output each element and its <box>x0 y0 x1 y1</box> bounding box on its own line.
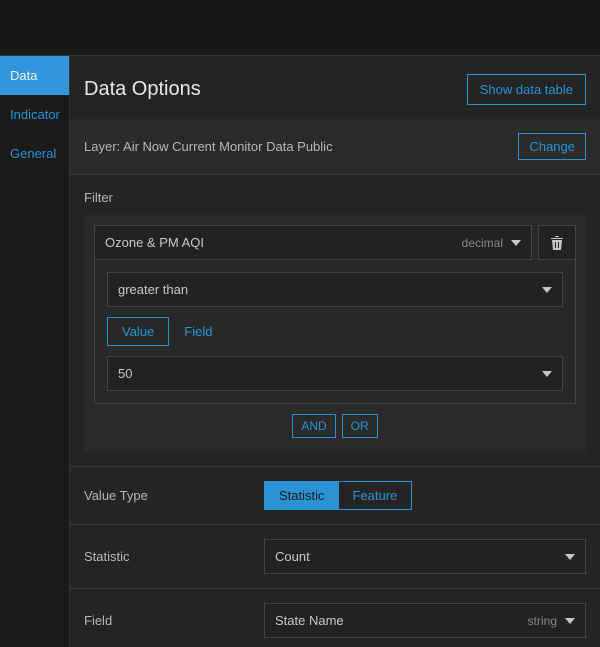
filter-value-select[interactable]: 50 <box>107 356 563 391</box>
field-select[interactable]: State Name string <box>264 603 586 638</box>
main-container: Data Indicator General Data Options Show… <box>0 56 600 647</box>
delete-filter-button[interactable] <box>538 225 576 260</box>
statistic-select[interactable]: Count <box>264 539 586 574</box>
layer-label: Layer: Air Now Current Monitor Data Publ… <box>84 139 333 154</box>
filter-container: Ozone & PM AQI decimal greater <box>84 215 586 452</box>
filter-logic-row: AND OR <box>94 404 576 442</box>
chevron-down-icon <box>565 618 575 624</box>
show-data-table-button[interactable]: Show data table <box>467 74 586 105</box>
filter-field-type: decimal <box>462 236 503 250</box>
statistic-row: Statistic Count <box>70 524 600 588</box>
sidebar-item-data[interactable]: Data <box>0 56 69 95</box>
sidebar-item-label: Indicator <box>10 107 60 122</box>
trash-icon <box>550 235 564 251</box>
sidebar-item-indicator[interactable]: Indicator <box>0 95 69 134</box>
layer-name: Air Now Current Monitor Data Public <box>123 139 333 154</box>
sidebar-item-general[interactable]: General <box>0 134 69 173</box>
layer-prefix: Layer: <box>84 139 120 154</box>
filter-body: greater than Value Field 50 <box>94 260 576 404</box>
tab-field[interactable]: Field <box>169 317 227 346</box>
chevron-down-icon <box>542 371 552 377</box>
value-type-row: Value Type Statistic Feature <box>70 466 600 524</box>
sidebar: Data Indicator General <box>0 56 70 647</box>
value-type-feature[interactable]: Feature <box>339 482 412 509</box>
field-label: Field <box>84 613 264 628</box>
value-type-toggle: Statistic Feature <box>264 481 412 510</box>
filter-section: Filter Ozone & PM AQI decimal <box>70 174 600 466</box>
change-layer-button[interactable]: Change <box>518 133 586 160</box>
chevron-down-icon <box>565 554 575 560</box>
filter-field-row: Ozone & PM AQI decimal <box>94 225 576 260</box>
page-title: Data Options <box>84 78 201 101</box>
chevron-down-icon <box>511 240 521 246</box>
field-row: Field State Name string <box>70 588 600 647</box>
filter-operator-value: greater than <box>118 282 188 297</box>
filter-operator-select[interactable]: greater than <box>107 272 563 307</box>
filter-field-select[interactable]: Ozone & PM AQI decimal <box>94 225 532 260</box>
value-type-statistic[interactable]: Statistic <box>265 482 339 509</box>
or-button[interactable]: OR <box>342 414 378 438</box>
layer-row: Layer: Air Now Current Monitor Data Publ… <box>70 119 600 174</box>
sidebar-item-label: General <box>10 146 56 161</box>
field-value: State Name <box>275 613 344 628</box>
statistic-label: Statistic <box>84 549 264 564</box>
field-type: string <box>528 614 557 628</box>
filter-value: 50 <box>118 366 132 381</box>
header-row: Data Options Show data table <box>70 56 600 119</box>
value-type-label: Value Type <box>84 488 264 503</box>
tab-value[interactable]: Value <box>107 317 169 346</box>
chevron-down-icon <box>542 287 552 293</box>
app-top-bar <box>0 0 600 56</box>
sidebar-item-label: Data <box>10 68 37 83</box>
filter-label: Filter <box>84 190 113 205</box>
filter-compare-tabs: Value Field <box>107 317 563 346</box>
filter-field-value: Ozone & PM AQI <box>105 235 204 250</box>
and-button[interactable]: AND <box>292 414 335 438</box>
content-panel: Data Options Show data table Layer: Air … <box>70 56 600 647</box>
statistic-value: Count <box>275 549 310 564</box>
